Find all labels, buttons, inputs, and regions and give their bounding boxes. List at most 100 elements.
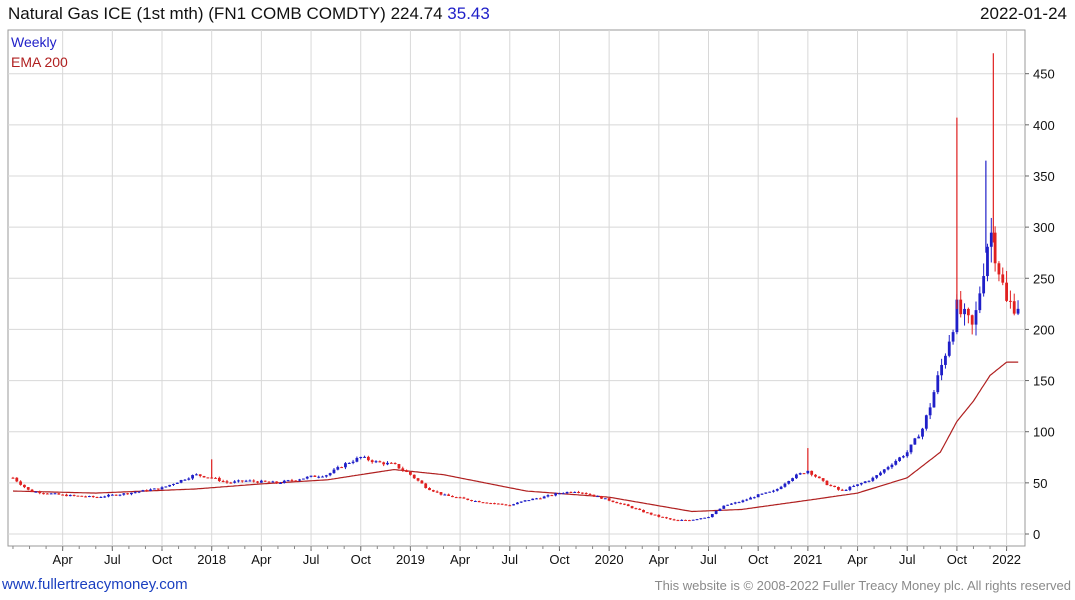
candle-down <box>378 461 382 463</box>
candle-up <box>573 491 577 493</box>
candle-down <box>225 481 229 483</box>
candle-up <box>886 467 890 470</box>
candle-down <box>15 477 19 482</box>
website-link[interactable]: www.fullertreacymoney.com <box>2 576 188 593</box>
candle-up <box>707 517 710 519</box>
candle-down <box>672 519 676 521</box>
candle-up <box>737 502 741 504</box>
candle-up <box>875 475 879 478</box>
candle-up <box>87 496 91 498</box>
copyright-notice: This website is © 2008-2022 Fuller Treac… <box>654 578 1071 593</box>
candle-up <box>359 456 363 458</box>
candle-up <box>928 407 932 416</box>
x-tick-label: Jul <box>501 552 518 567</box>
candle-up <box>848 486 852 490</box>
candle-up <box>787 480 791 484</box>
candle-up <box>542 496 546 499</box>
candle-down <box>496 503 500 505</box>
candle-up <box>523 500 527 502</box>
candle-up <box>722 505 726 509</box>
candle-down <box>65 494 68 497</box>
candle-down <box>401 468 405 471</box>
candle-up <box>871 477 875 481</box>
candle-down <box>489 503 493 505</box>
candle-down <box>30 489 34 492</box>
candle-up <box>355 457 359 462</box>
candle-down <box>837 487 840 490</box>
candle-down <box>825 480 829 486</box>
candle-down <box>970 315 974 325</box>
candle-up <box>844 489 848 491</box>
candle-down <box>661 516 665 518</box>
candle-down <box>435 491 439 493</box>
y-tick-label: 250 <box>1033 271 1055 286</box>
candle-down <box>198 474 202 476</box>
candle-up <box>324 475 328 477</box>
candle-up <box>137 491 141 493</box>
candle-down <box>959 299 963 315</box>
candle-up <box>141 490 145 492</box>
candle-up <box>760 493 764 495</box>
candle-down <box>997 263 1001 275</box>
candle-up <box>386 462 389 465</box>
candle-down <box>580 492 584 494</box>
candle-up <box>852 485 856 487</box>
candle-down <box>217 477 221 482</box>
candle-down <box>229 482 233 484</box>
candle-down <box>500 503 504 505</box>
candle-up <box>982 276 986 294</box>
y-tick-label: 0 <box>1033 527 1040 542</box>
candle-up <box>317 476 321 478</box>
candle-down <box>577 491 580 493</box>
candle-up <box>122 493 126 495</box>
candle-up <box>282 480 286 484</box>
candle-down <box>538 498 542 500</box>
candle-up <box>516 502 519 505</box>
candle-up <box>745 499 749 501</box>
candle-up <box>710 514 714 518</box>
x-tick-label: Jul <box>104 552 121 567</box>
candle-up <box>103 496 107 498</box>
candle-up <box>34 491 38 493</box>
x-tick-label: Oct <box>947 552 968 567</box>
candle-down <box>393 462 397 465</box>
candle-up <box>118 494 122 496</box>
legend-item: Weekly <box>11 34 57 50</box>
candle-up <box>718 508 722 511</box>
candle-up <box>856 484 859 486</box>
candle-down <box>833 485 837 488</box>
candle-up <box>168 484 172 487</box>
candle-up <box>978 293 982 311</box>
price-chart: 0 50 100 150 200 250 300 350 400 450 Apr Jul Oct 2018… <box>7 29 1055 567</box>
candle-down <box>615 501 619 504</box>
candle-up <box>894 460 898 465</box>
candle-up <box>68 494 72 497</box>
candle-up <box>512 504 515 506</box>
y-tick-label: 100 <box>1033 425 1055 440</box>
candle-down <box>630 506 634 509</box>
candle-down <box>634 508 638 510</box>
candle-down <box>600 496 603 499</box>
candle-down <box>424 483 428 489</box>
candle-up <box>172 483 175 485</box>
candle-down <box>668 518 672 520</box>
candle-down <box>817 476 821 479</box>
candle-up <box>302 478 305 480</box>
candle-down <box>462 497 466 499</box>
candle-down <box>84 496 87 498</box>
candle-down <box>145 490 149 492</box>
candle-up <box>1016 308 1020 314</box>
candle-up <box>99 496 103 498</box>
x-tick-label: 2022 <box>992 552 1021 567</box>
candle-up <box>764 492 768 494</box>
candle-up <box>806 470 810 474</box>
x-tick-label: Jul <box>303 552 320 567</box>
candle-down <box>966 308 970 316</box>
candle-up <box>149 489 152 492</box>
candle-up <box>898 457 901 461</box>
x-tick-label: 2018 <box>197 552 226 567</box>
candle-down <box>267 481 271 483</box>
candle-down <box>1009 300 1012 302</box>
chart-title: Natural Gas ICE (1st mth) (FN1 COMB COMD… <box>8 4 386 23</box>
candle-up <box>565 491 569 494</box>
